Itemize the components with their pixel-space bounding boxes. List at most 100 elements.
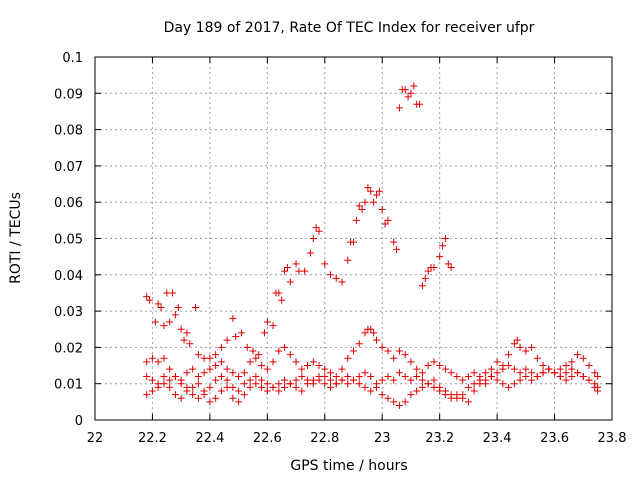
data-point — [505, 362, 513, 370]
data-point — [229, 394, 237, 402]
data-point — [453, 391, 461, 399]
data-point — [355, 202, 363, 210]
data-point — [189, 391, 197, 399]
data-point — [418, 383, 426, 391]
data-point — [252, 354, 260, 362]
data-point — [177, 325, 185, 333]
data-point — [562, 376, 570, 384]
data-point — [249, 347, 257, 355]
data-point — [315, 372, 323, 380]
y-tick-label: 0.02 — [54, 341, 83, 356]
data-point — [189, 365, 197, 373]
data-point — [200, 391, 208, 399]
data-point — [436, 253, 444, 261]
data-point — [166, 376, 174, 384]
data-point — [298, 387, 306, 395]
data-point — [499, 380, 507, 388]
data-points — [143, 82, 602, 409]
data-point — [252, 372, 260, 380]
y-tick-label: 0.03 — [54, 305, 83, 320]
data-point — [143, 358, 151, 366]
x-tick-label: 23.2 — [425, 431, 454, 446]
data-point — [378, 343, 386, 351]
data-point — [148, 376, 156, 384]
data-point — [269, 322, 277, 330]
data-point — [407, 391, 415, 399]
data-point — [439, 242, 447, 250]
data-point — [556, 372, 564, 380]
data-point — [384, 216, 392, 224]
data-point — [286, 351, 294, 359]
data-point — [240, 391, 248, 399]
data-point — [404, 93, 412, 101]
data-point — [393, 245, 401, 253]
y-tick-label: 0.09 — [54, 87, 83, 102]
data-point — [424, 362, 432, 370]
data-point — [338, 278, 346, 286]
data-point — [401, 398, 409, 406]
x-tick-label: 23.4 — [483, 431, 512, 446]
data-point — [436, 362, 444, 370]
data-point — [470, 369, 478, 377]
data-point — [223, 376, 231, 384]
data-point — [410, 82, 418, 90]
data-point — [194, 380, 202, 388]
data-point — [444, 260, 452, 268]
data-point — [395, 347, 403, 355]
data-point — [358, 205, 366, 213]
data-point — [487, 372, 495, 380]
data-point — [183, 369, 191, 377]
data-point — [157, 303, 165, 311]
data-point — [594, 387, 602, 395]
data-point — [355, 340, 363, 348]
data-point — [332, 274, 340, 282]
data-point — [464, 372, 472, 380]
data-point — [355, 372, 363, 380]
data-point — [350, 238, 357, 246]
data-point — [154, 358, 162, 366]
data-point — [146, 296, 154, 304]
data-point — [154, 300, 162, 308]
data-point — [309, 376, 317, 384]
y-axis-title: ROTI / TECUs — [8, 192, 24, 284]
data-point — [361, 198, 369, 206]
data-point — [418, 369, 426, 377]
data-point — [579, 354, 587, 362]
data-point — [298, 372, 306, 380]
data-point — [278, 296, 286, 304]
data-point — [430, 358, 438, 366]
data-point — [516, 369, 524, 377]
data-point — [189, 383, 197, 391]
data-point — [194, 394, 202, 402]
data-point — [441, 235, 449, 242]
grid-lines — [95, 57, 612, 420]
data-point — [171, 391, 179, 399]
data-point — [263, 387, 271, 395]
data-point — [522, 365, 530, 373]
data-point — [246, 358, 254, 366]
data-point — [585, 376, 593, 384]
data-point — [585, 362, 593, 370]
data-point — [286, 278, 294, 286]
data-point — [169, 289, 177, 297]
data-point — [476, 380, 484, 388]
data-point — [493, 376, 501, 384]
data-point — [594, 372, 602, 380]
data-point — [151, 318, 159, 326]
data-point — [516, 343, 524, 351]
data-point — [459, 376, 467, 384]
data-point — [186, 340, 194, 348]
x-tick-label: 22 — [87, 431, 104, 446]
data-point — [217, 372, 225, 380]
x-tick-label: 22.2 — [138, 431, 167, 446]
data-point — [160, 322, 168, 330]
data-point — [378, 205, 386, 213]
x-axis-title: GPS time / hours — [290, 458, 407, 474]
data-point — [395, 401, 403, 409]
data-point — [591, 369, 599, 377]
data-point — [212, 351, 220, 359]
data-point — [240, 369, 248, 377]
data-point — [171, 311, 179, 319]
data-point — [180, 336, 188, 344]
data-point — [510, 365, 518, 373]
